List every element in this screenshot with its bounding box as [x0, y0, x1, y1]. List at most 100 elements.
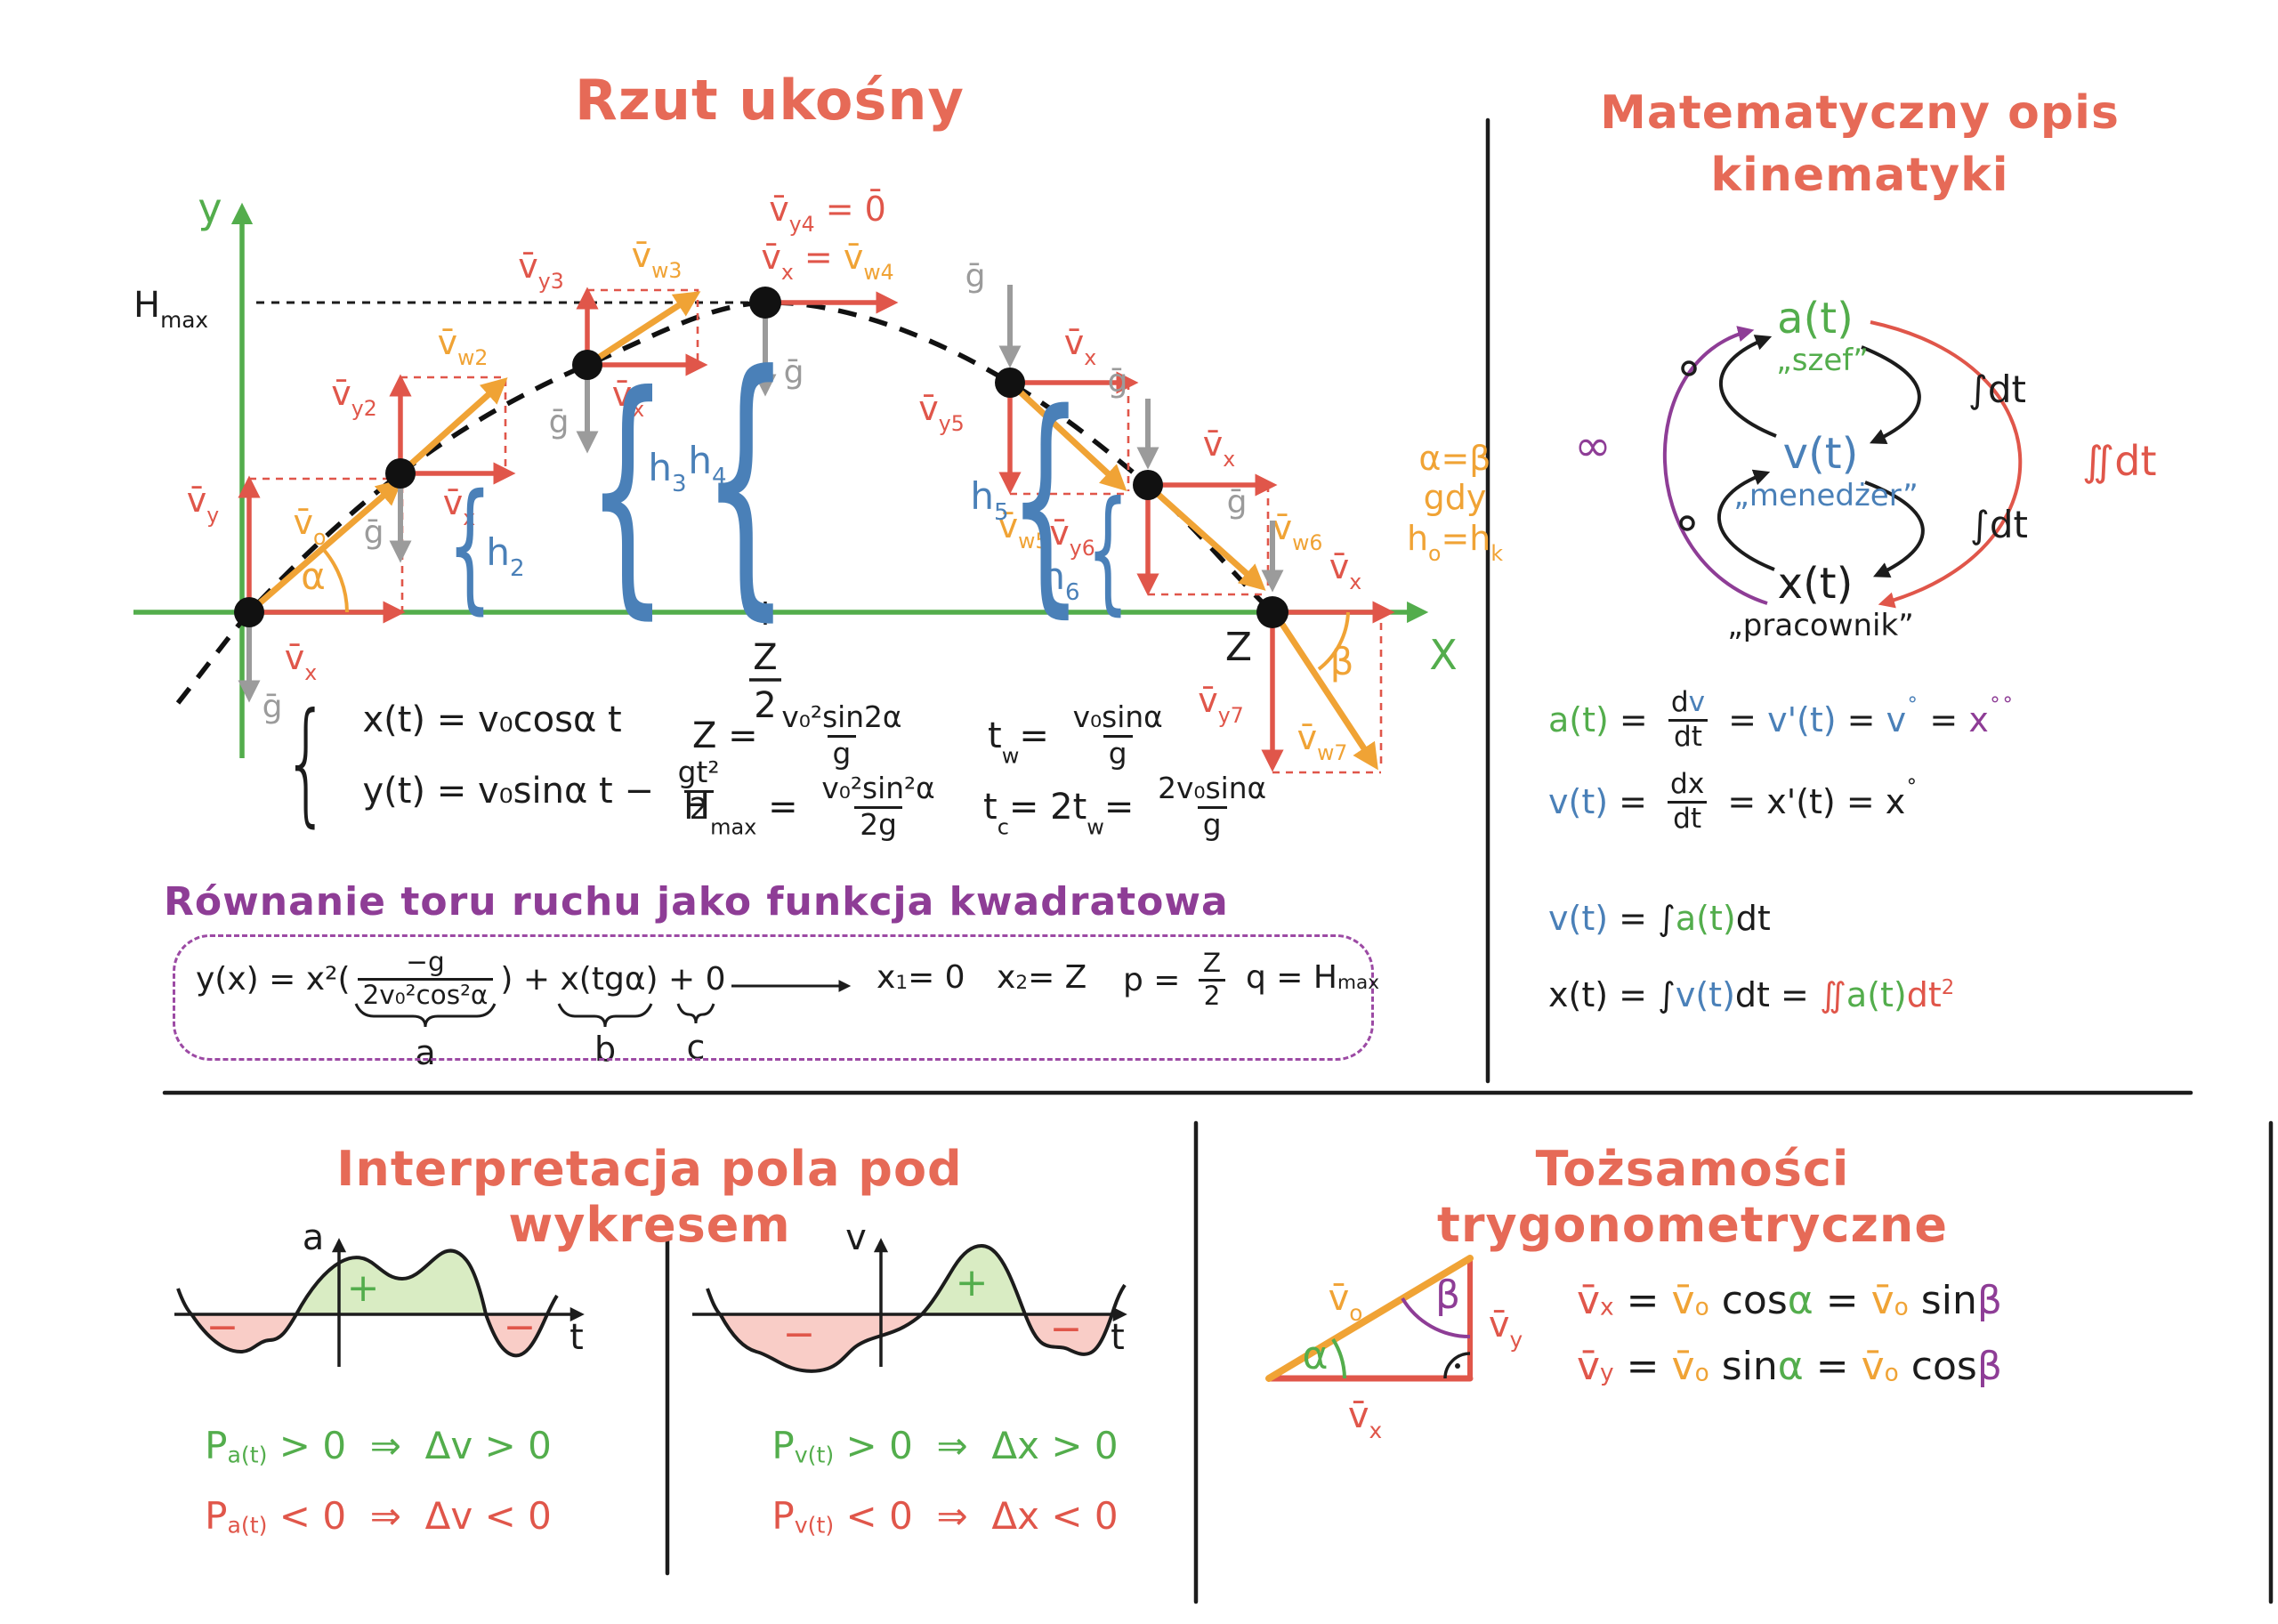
double-derivative-arc: [1662, 326, 1768, 605]
vy4-zero-label: v̄y4 = 0̄: [769, 190, 886, 237]
v0-vector: [246, 479, 403, 615]
acceleration-graph: a t + − −: [174, 1217, 585, 1367]
vy2-label: v̄y2: [331, 374, 376, 421]
underbrace-b: [557, 1003, 653, 1028]
x-axis-label: X: [1429, 631, 1458, 679]
h2-label: h2: [486, 530, 524, 582]
node-a-nick: „szef”: [1776, 343, 1869, 378]
point2-group: v̄y2 v̄w2 v̄x ḡ: [331, 323, 516, 563]
kinematics-panel-title: Matematyczny opis kinematyki: [1557, 82, 2162, 206]
alpha-beta-line2: gdy: [1424, 478, 1487, 517]
quadratic-underbraces: [354, 980, 852, 1028]
v0-label: v̄o: [294, 503, 327, 550]
height-brace-h5: {: [1008, 362, 1084, 638]
vy6-label: v̄y6: [1049, 513, 1095, 561]
root-x1: x 1 = 0: [876, 959, 965, 996]
a-plus-sign: +: [347, 1265, 380, 1311]
a-definition-row: a(t) = d v dt = v'(t) = v ∘ = x ∘∘: [1548, 686, 2015, 753]
alpha-beta-line3: ho=hk: [1407, 519, 1503, 566]
alpha-beta-line1: α=β: [1418, 439, 1490, 478]
derivative-arc-v-to-a: [1718, 335, 1777, 438]
total-time-equation: t c = 2t w = 2v₀sinα g: [983, 772, 1267, 842]
projectile-point-5: [995, 368, 1025, 398]
node-a: a(t): [1777, 294, 1854, 343]
quadratic-heading: Równanie toru ruchu jako funkcja kwadrat…: [164, 879, 1229, 925]
derivative-arc-x-to-v: [1717, 469, 1775, 571]
triangle-hypotenuse-v0: [1265, 1255, 1474, 1382]
quadratic-expression: y(x) = x²(−g 2v₀²cos²α) + x(tgα) + 0: [196, 946, 726, 1010]
vw5-vector: [1018, 390, 1127, 492]
a-minus-sign-1: −: [206, 1305, 239, 1350]
section-dividers: [162, 117, 2274, 1604]
vw3-vector: [586, 291, 701, 368]
h3-label: h3: [648, 446, 686, 497]
gravity-label-p1: ḡ: [263, 689, 283, 725]
node-v-nick: „menedżer”: [1733, 478, 1919, 513]
vw6-label: v̄w6: [1272, 508, 1323, 555]
x-integral-row: x(t) = ∫ v(t) dt = ∬ a(t) dt 2: [1548, 975, 1955, 1014]
kinematics-cycle: a(t) „szef” v(t) „menedżer” x(t) „pracow…: [1574, 294, 2156, 643]
point5-group: ḡ v̄x v̄y5 v̄w5: [918, 258, 1139, 553]
vx-label-p3: v̄x: [612, 375, 645, 422]
coef-a-label: a: [415, 1033, 435, 1072]
vw2-vector: [398, 377, 508, 476]
vy5-label: v̄y5: [918, 389, 964, 436]
vy7-label: v̄y7: [1198, 681, 1243, 728]
vy-label-p1: v̄y: [187, 481, 220, 528]
a-curve: [176, 1248, 559, 1358]
area-section-title: Interpretacja pola pod wykresem: [336, 1141, 963, 1253]
derivative-ring-1: [1681, 360, 1697, 376]
gravity-label-p2: ḡ: [364, 514, 384, 551]
parametric-system: { x(t) = v₀cosα t y(t) = v₀sinα t − gt² 2: [283, 696, 732, 829]
main-title: Rzut ukośny: [575, 68, 965, 133]
positive-area-a: [296, 1250, 486, 1314]
x-of-t-equation: x(t) = v₀cosα t: [362, 699, 622, 740]
point6-group: ḡ v̄x v̄y6 v̄w6: [1049, 363, 1323, 596]
half-range-num: Z: [753, 637, 777, 678]
vx-label-p5: v̄x: [1064, 323, 1097, 370]
projectile-point-6: [1133, 470, 1163, 500]
triangle-alpha-arc: [1331, 1337, 1346, 1379]
y-of-t-equation: y(t) = v₀sinα t − gt² 2: [362, 755, 720, 826]
integral-dt-label-2: ∫dt: [1970, 503, 2028, 546]
component-guides-p6: [1148, 485, 1270, 596]
underbrace-a: [354, 1003, 497, 1028]
node-x: x(t): [1778, 559, 1854, 609]
component-guides-p5: [1010, 383, 1130, 496]
kinematics-title-line1: Matematyczny opis: [1600, 86, 2120, 140]
vx-label-p7: v̄x: [1329, 547, 1362, 594]
gravity-label-p5: ḡ: [965, 258, 986, 295]
h6-label: h6: [1041, 554, 1079, 606]
gravity-label-p7: ḡ: [1227, 484, 1248, 521]
projectile-point-1: [234, 597, 264, 627]
node-v: v(t): [1783, 429, 1859, 479]
triangle-beta-arc: [1401, 1297, 1471, 1339]
height-brace-h3: {: [586, 341, 668, 642]
gravity-label-p6: ḡ: [1108, 363, 1128, 400]
quadratic-underbrace-letters: a b c: [415, 1028, 705, 1072]
h4-label: h4: [688, 439, 726, 490]
integral-arc-a-to-v: [1861, 345, 1921, 445]
hmax-label: Hmax: [133, 285, 208, 333]
vw3-label: v̄w3: [632, 236, 683, 283]
triangle-vx-label: v̄x: [1348, 1395, 1382, 1443]
height-brace-h4: {: [700, 316, 790, 644]
system-brace: {: [283, 685, 330, 840]
velocity-graph: v t + − −: [692, 1217, 1127, 1373]
vy3-label: v̄y3: [518, 246, 563, 294]
range-z-label: Z: [1225, 625, 1252, 670]
integral-arc-v-to-x: [1864, 481, 1925, 578]
negative-area-v1: [721, 1314, 922, 1371]
gravity-label-p3: ḡ: [549, 404, 570, 440]
coef-b-label: b: [594, 1030, 616, 1069]
vx-equals-vw4-label: v̄x = v̄w4: [761, 238, 893, 285]
projectile-point-4: [749, 287, 781, 319]
